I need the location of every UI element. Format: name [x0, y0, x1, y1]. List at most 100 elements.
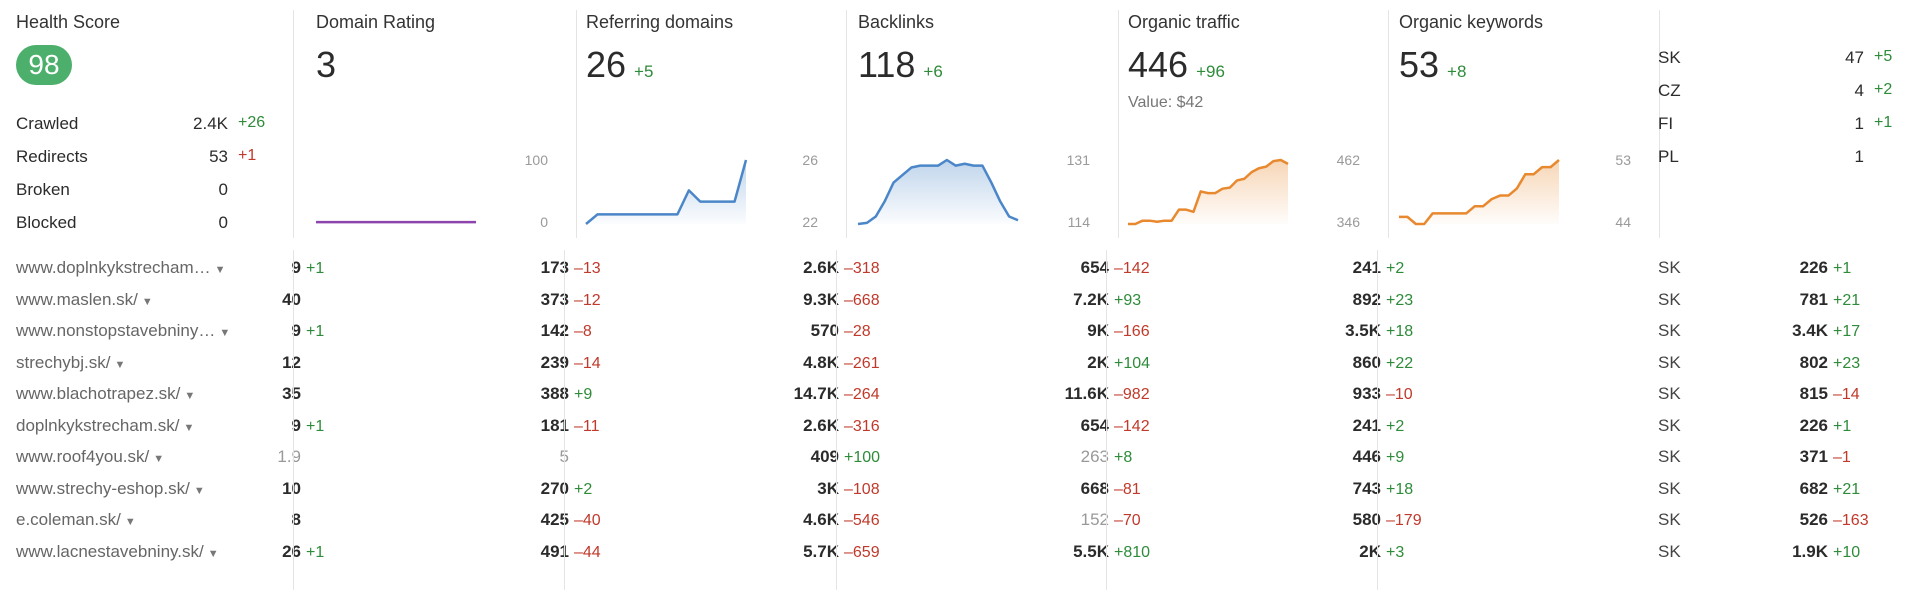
- country-row-sk[interactable]: SK 47 +5: [1658, 48, 1908, 74]
- competitor-domain-link[interactable]: www.roof4you.sk/▼: [16, 447, 164, 467]
- metric-card-ot[interactable]: Organic traffic 446 +96 Value: $42 462 346: [1122, 0, 1384, 238]
- competitor-domain-link[interactable]: strechybj.sk/▼: [16, 353, 125, 373]
- caret-down-icon[interactable]: ▼: [124, 516, 136, 528]
- metric-cell-ot: 668 –81: [1038, 479, 1168, 499]
- country-code: SK: [1658, 48, 1681, 67]
- cell-delta: –668: [844, 291, 880, 309]
- competitor-domain-link[interactable]: www.blachotrapez.sk/▼: [16, 384, 195, 404]
- health-stat-broken[interactable]: Broken 0: [16, 180, 286, 204]
- caret-down-icon[interactable]: ▼: [193, 484, 205, 497]
- competitor-domain-link[interactable]: www.lacnestavebniny.sk/▼: [16, 542, 219, 562]
- country-code: SK: [1658, 289, 1681, 309]
- cell-delta: –318: [844, 260, 880, 277]
- metric-delta: +5: [634, 62, 654, 81]
- competitor-row[interactable]: www.nonstopstavebniny… ▼ 9 +1 142 –8 570 –28 9K –…: [0, 321, 1920, 352]
- domain-text: doplnkykstrecham.sk/: [16, 415, 180, 435]
- metric-cell-ok: 446 +9: [1310, 447, 1440, 467]
- metric-cell-ok: 241 +2: [1310, 416, 1440, 436]
- metric-card-bl[interactable]: Backlinks 118 +6 131 114: [852, 0, 1114, 238]
- health-stat-blocked[interactable]: Blocked 0: [16, 213, 286, 237]
- caret-down-icon[interactable]: ▼: [184, 390, 196, 402]
- cell-delta: –10: [1386, 386, 1413, 403]
- metric-cell-ot: 7.2K +93: [1038, 290, 1168, 310]
- cell-delta: –659: [844, 543, 880, 561]
- sparkline-line: [1128, 158, 1289, 226]
- country-value: 1: [1854, 114, 1864, 133]
- competitor-row[interactable]: www.blachotrapez.sk/▼ 35 388 +9 14.7K –264 11.…: [0, 384, 1920, 415]
- cell-value: 3.5K: [1345, 321, 1381, 340]
- competitor-row[interactable]: www.lacnestavebniny.sk/▼ 26 +1 491 –44 5.7K –6…: [0, 542, 1920, 573]
- health-stat-redirects[interactable]: Redirects 53 +1: [16, 147, 286, 171]
- caret-down-icon[interactable]: ▼: [207, 547, 219, 560]
- metric-cell-ok: 580 –179: [1310, 510, 1440, 530]
- competitor-domain-link[interactable]: www.nonstopstavebniny… ▼: [16, 321, 230, 341]
- divider: [293, 10, 294, 238]
- metric-value: 3: [316, 44, 336, 86]
- country-code: CZ: [1658, 81, 1681, 100]
- competitor-domain-link[interactable]: www.maslen.sk/▼: [16, 290, 153, 310]
- cell-delta: –163: [1833, 512, 1869, 529]
- competitor-row[interactable]: www.doplnkykstrecham… ▼ 9 +1 173 –13 2.6K –318 6…: [0, 258, 1920, 289]
- sparkline-area: [858, 160, 1018, 224]
- competitor-row[interactable]: strechybj.sk/▼ 12 239 –14 4.8K –261 2K +104 860 +…: [0, 353, 1920, 384]
- caret-down-icon[interactable]: ▼: [183, 421, 195, 434]
- country-row-cz[interactable]: CZ 4 +2: [1658, 81, 1908, 107]
- competitor-domain-link[interactable]: doplnkykstrecham.sk/▼: [16, 416, 194, 436]
- axis-min-label: 22: [802, 214, 818, 230]
- sparkline-line: [857, 158, 1019, 226]
- sparkline-line: [585, 159, 748, 225]
- cell-value: 526: [1799, 510, 1828, 529]
- health-score-card[interactable]: Health Score 98 Crawled 2.4K +26 Redirects 5…: [0, 0, 290, 238]
- caret-down-icon[interactable]: ▼: [153, 453, 165, 465]
- metric-value: 26 +5: [586, 44, 653, 86]
- metric-cell-dr: 12: [230, 353, 360, 373]
- metric-cell-rd: 173 –13: [498, 258, 628, 278]
- cell-value: 4.8K: [803, 352, 839, 372]
- country-row-fi[interactable]: FI 1 +1: [1658, 114, 1908, 140]
- competitor-domain-link[interactable]: www.doplnkykstrecham… ▼: [16, 258, 226, 278]
- metric-card-rd[interactable]: Referring domains 26 +5 26 22: [580, 0, 842, 238]
- cell-value: 35: [282, 384, 301, 403]
- competitor-row[interactable]: www.maslen.sk/▼ 40 373 –12 9.3K –668 7.2K +93 89…: [0, 290, 1920, 321]
- metric-cell-bl: 14.7K –264: [768, 384, 898, 404]
- competitor-domain-link[interactable]: e.coleman.sk/▼: [16, 510, 136, 530]
- caret-down-icon[interactable]: ▼: [219, 327, 231, 339]
- cell-value: 409: [810, 447, 839, 466]
- caret-down-icon[interactable]: ▼: [214, 264, 226, 276]
- health-stat-crawled[interactable]: Crawled 2.4K +26: [16, 114, 286, 138]
- cell-value: 226: [1799, 258, 1828, 277]
- cell-value: 570: [810, 321, 839, 340]
- metric-cell-ot: 5.5K +810: [1038, 542, 1168, 562]
- cell-value: 12: [282, 352, 301, 372]
- axis-max-label: 53: [1615, 152, 1631, 168]
- caret-down-icon[interactable]: ▼: [141, 295, 153, 308]
- competitor-row[interactable]: e.coleman.sk/▼ 8 425 –40 4.6K –546 152 –70 580 –1…: [0, 510, 1920, 541]
- metric-cell-ok: 3.5K +18: [1310, 321, 1440, 341]
- metric-cell-ok: 2K +3: [1310, 542, 1440, 562]
- metric-card-ok[interactable]: Organic keywords 53 +8 53 44: [1393, 0, 1655, 238]
- cell-value: 241: [1352, 415, 1381, 435]
- country-delta: +5: [1874, 48, 1893, 65]
- metric-card-dr[interactable]: Domain Rating 3 100 0: [310, 0, 572, 238]
- cell-delta: +21: [1833, 291, 1861, 309]
- competitor-row[interactable]: www.strechy-eshop.sk/▼ 10 270 +2 3K –108 668 –8…: [0, 479, 1920, 510]
- competitor-row[interactable]: doplnkykstrecham.sk/▼ 9 +1 181 –11 2.6K –316 65…: [0, 416, 1920, 447]
- cell-delta: –11: [574, 417, 600, 435]
- cell-value: 270: [540, 478, 569, 498]
- metric-cell-ot: 263 +8: [1038, 447, 1168, 467]
- cell-delta: +22: [1386, 354, 1414, 372]
- caret-down-icon[interactable]: ▼: [114, 358, 126, 371]
- metric-cell-ok: 241 +2: [1310, 258, 1440, 278]
- cell-value: 142: [540, 321, 569, 340]
- cell-value: 580: [1352, 510, 1381, 529]
- domain-text: www.lacnestavebniny.sk/: [16, 541, 204, 561]
- cell-delta: –8: [574, 323, 592, 340]
- cell-delta: +9: [1386, 449, 1405, 466]
- domain-text: www.blachotrapez.sk/: [16, 384, 181, 403]
- competitor-row[interactable]: www.roof4you.sk/▼ 1.9 5 409 +100 263 +8 446 +9 37…: [0, 447, 1920, 478]
- stat-value: 0: [218, 213, 228, 232]
- country-row-pl[interactable]: PL 1: [1658, 147, 1908, 173]
- competitor-domain-link[interactable]: www.strechy-eshop.sk/▼: [16, 479, 205, 499]
- sparkline-bl: [857, 158, 1019, 226]
- cell-value: 181: [540, 415, 569, 435]
